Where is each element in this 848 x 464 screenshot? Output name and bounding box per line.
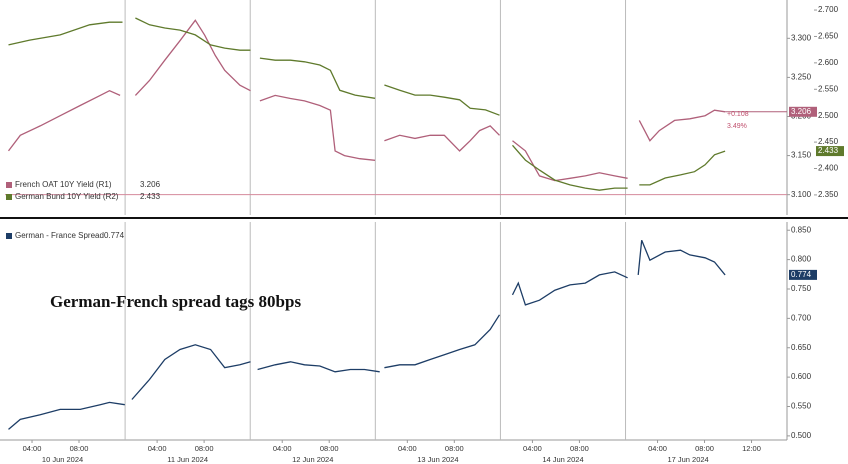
last-value-box — [789, 269, 817, 280]
y-tick-label: 2.700 — [818, 5, 839, 14]
y-tick-label: 3.100 — [791, 190, 812, 199]
y-tick-label: 3.150 — [791, 151, 812, 160]
last-value-label: 0.774 — [791, 270, 812, 279]
last-value-label: 2.433 — [818, 146, 839, 155]
legend-swatch — [6, 194, 12, 200]
x-tick-label: 04:00 — [148, 444, 167, 453]
date-label: 12 Jun 2024 — [292, 455, 333, 464]
x-tick-label: 04:00 — [273, 444, 292, 453]
y-tick-label: 2.450 — [818, 137, 839, 146]
series-line — [7, 19, 726, 182]
last-value-box — [789, 106, 817, 117]
legend-value: 2.433 — [140, 192, 161, 201]
y-tick-label: 0.750 — [791, 284, 812, 293]
y-tick-label: 0.850 — [791, 225, 812, 234]
y-tick-label: 2.400 — [818, 164, 839, 173]
date-label: 10 Jun 2024 — [42, 455, 83, 464]
y-tick-label: 0.550 — [791, 402, 812, 411]
y-tick-label: 2.650 — [818, 32, 839, 41]
legend-label: French OAT 10Y Yield (R1) — [15, 180, 112, 189]
date-label: 13 Jun 2024 — [417, 455, 458, 464]
date-label: 17 Jun 2024 — [667, 455, 708, 464]
annotation: +0.108 — [727, 111, 749, 118]
x-tick-label: 08:00 — [195, 444, 214, 453]
y-tick-label: 0.600 — [791, 372, 812, 381]
x-tick-label: 08:00 — [445, 444, 464, 453]
legend-label: German Bund 10Y Yield (R2) — [15, 192, 119, 201]
x-tick-label: 12:00 — [742, 444, 761, 453]
date-label: 11 Jun 2024 — [167, 455, 208, 464]
legend-value: 0.774 — [104, 231, 125, 240]
legend-label: German - France Spread — [15, 231, 104, 240]
legend-swatch — [6, 182, 12, 188]
x-tick-label: 04:00 — [523, 444, 542, 453]
x-tick-label: 08:00 — [570, 444, 589, 453]
y-tick-label: 2.550 — [818, 84, 839, 93]
x-tick-label: 08:00 — [70, 444, 89, 453]
x-tick-label: 08:00 — [695, 444, 714, 453]
y-tick-label: 0.500 — [791, 431, 812, 440]
y-tick-label: 2.600 — [818, 58, 839, 67]
x-tick-label: 04:00 — [648, 444, 667, 453]
date-label: 14 Jun 2024 — [542, 455, 583, 464]
y-tick-label: 0.650 — [791, 343, 812, 352]
series-line — [8, 17, 726, 191]
x-tick-label: 04:00 — [398, 444, 417, 453]
y-tick-label: 0.700 — [791, 313, 812, 322]
legend-swatch — [6, 233, 12, 239]
y-tick-label: 3.250 — [791, 73, 812, 82]
legend-value: 3.206 — [140, 180, 161, 189]
last-value-label: 3.206 — [791, 107, 812, 116]
x-tick-label: 04:00 — [23, 444, 42, 453]
y-tick-label: 0.800 — [791, 255, 812, 264]
y-tick-label: 3.300 — [791, 33, 812, 42]
y-tick-label: 2.350 — [818, 190, 839, 199]
y-tick-label: 2.500 — [818, 111, 839, 120]
x-tick-label: 08:00 — [320, 444, 339, 453]
annotation: German-French spread tags 80bps — [50, 292, 301, 311]
annotation: 3.49% — [727, 123, 747, 130]
last-value-box — [816, 146, 844, 157]
series-line — [8, 239, 726, 430]
